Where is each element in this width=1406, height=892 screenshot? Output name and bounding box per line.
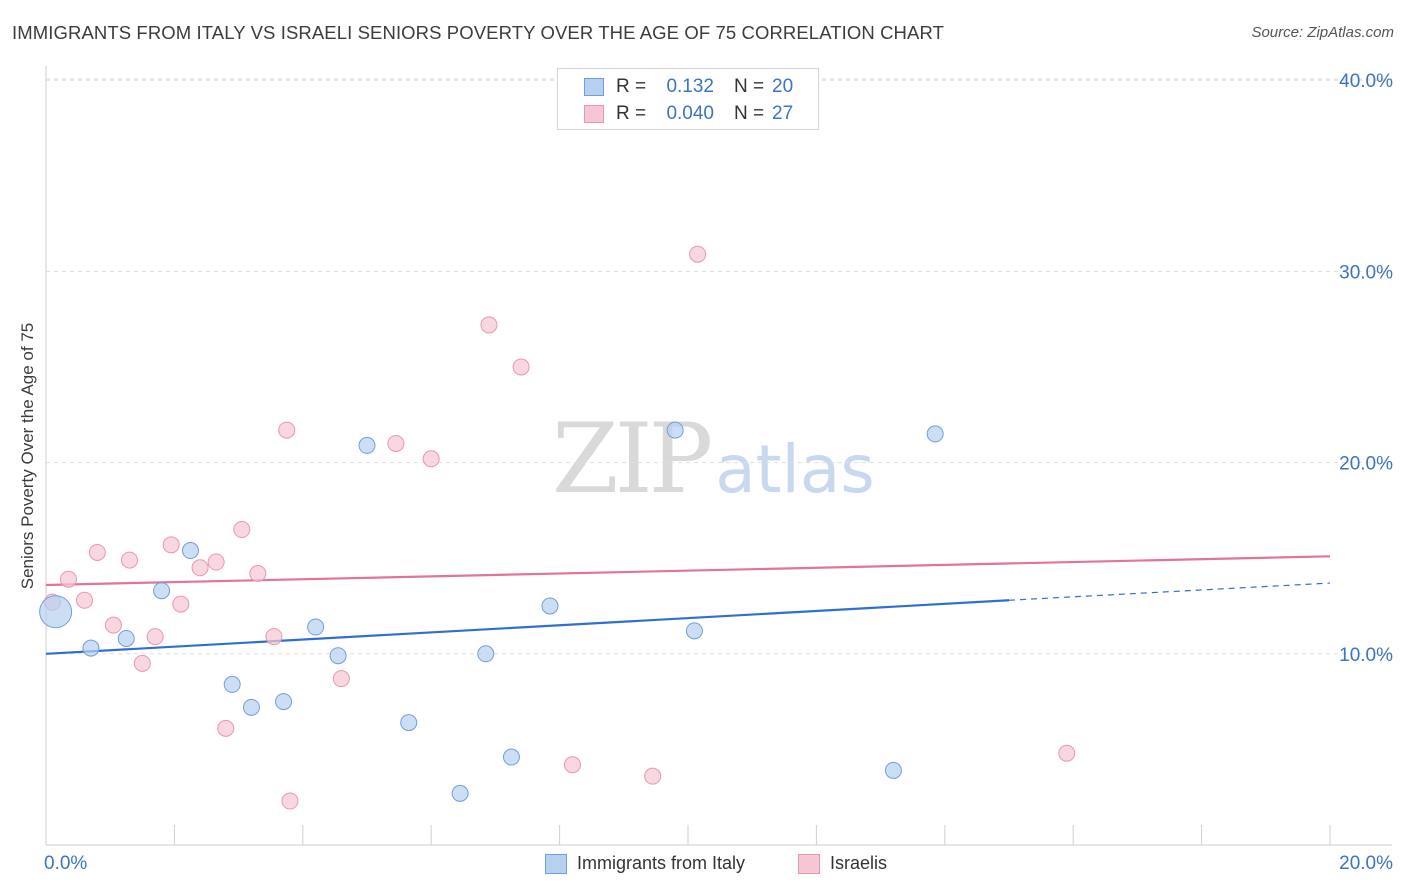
chart-title: IMMIGRANTS FROM ITALY VS ISRAELI SENIORS… [12,22,944,43]
data-point-israelis [207,553,225,571]
legend-r-value: 0.132 [666,76,714,97]
data-point-israelis [422,450,440,468]
data-point-italy [451,784,469,802]
data-point-israelis [689,245,707,263]
legend-n-label: N = [734,103,765,124]
data-point-israelis [1058,744,1076,762]
correlation-legend: R = 0.132 N = 20 R = 0.040 N = 27 [557,68,819,130]
legend-r-label: R = [616,76,647,97]
data-point-italy [242,698,260,716]
y-tick-label: 40.0% [1339,71,1393,92]
bottom-legend-swatch-italy [545,853,567,874]
data-point-italy [541,597,559,615]
data-point-israelis [162,536,180,554]
data-point-israelis [512,358,530,376]
data-point-israelis [120,551,138,569]
bottom-legend-israelis[interactable]: Israelis [798,853,887,874]
data-point-italy [275,693,293,711]
data-point-italy [400,714,418,732]
watermark-atlas: atlas [715,431,875,508]
legend-swatch-israelis [584,105,604,123]
legend-r-label: R = [616,103,647,124]
source-label: Source: ZipAtlas.com [1251,24,1394,41]
data-point-israelis [644,767,662,785]
data-point-italy [117,630,135,648]
data-point-italy [329,647,347,665]
points-layer [39,245,1076,810]
bottom-legend-italy[interactable]: Immigrants from Italy [545,853,745,874]
trend-line-israelis [45,555,1331,587]
data-point-italy [307,618,325,636]
y-tick-label: 20.0% [1339,454,1393,475]
x-tick-label: 0.0% [44,853,87,874]
y-tick-label: 30.0% [1339,262,1393,283]
data-point-italy [926,425,944,443]
legend-n-value: 20 [772,76,794,97]
tick-label-layer: 10.0% 20.0% 30.0% 40.0% 0.0% 20.0% [44,71,1393,874]
grid-layer [46,78,1392,655]
legend-row-italy: R = 0.132 N = 20 [584,75,793,99]
data-point-israelis [249,564,267,582]
data-point-israelis [133,654,151,672]
data-point-israelis [563,756,581,774]
data-point-israelis [265,628,283,646]
trend-line-italy [45,599,1010,655]
data-point-italy [502,748,520,766]
trend-layer [45,555,1331,655]
data-point-italy [358,436,376,454]
data-point-italy [82,639,100,657]
legend-n-label: N = [734,76,765,97]
bottom-legend-swatch-israelis [798,853,820,874]
axis-layer [45,66,1392,846]
watermark-zip: ZIP [552,403,713,515]
data-point-italy [477,645,495,663]
data-point-italy [181,542,199,560]
legend-r-value: 0.040 [666,103,714,124]
data-point-italy [685,622,703,640]
bottom-legend-label-israelis: Israelis [830,853,888,873]
data-point-italy [884,761,902,779]
data-point-israelis [233,521,251,539]
trend-line-italy-extension [1008,582,1331,601]
data-point-israelis [217,719,235,737]
legend-swatch-italy [584,78,604,96]
data-point-israelis [480,316,498,334]
data-point-italy [666,421,684,439]
x-tick-label: 20.0% [1339,853,1393,874]
watermark: ZIPatlas [552,403,875,515]
data-point-italy [223,675,241,693]
data-point-italy [39,595,73,629]
data-point-israelis [104,616,122,634]
data-point-israelis [281,792,299,810]
data-point-israelis [332,670,350,688]
data-point-israelis [191,559,209,577]
data-point-italy [153,582,171,600]
data-point-israelis [76,591,94,609]
data-point-israelis [146,628,164,646]
data-point-israelis [278,421,296,439]
data-point-israelis [387,434,405,452]
y-tick-label: 10.0% [1339,645,1393,666]
legend-row-israelis: R = 0.040 N = 27 [584,102,793,126]
data-point-israelis [88,543,106,561]
data-point-israelis [59,570,77,588]
bottom-legend-label-italy: Immigrants from Italy [577,853,746,873]
data-point-israelis [172,595,190,613]
y-axis-label: Seniors Poverty Over the Age of 75 [18,322,37,590]
legend-n-value: 27 [772,103,794,124]
